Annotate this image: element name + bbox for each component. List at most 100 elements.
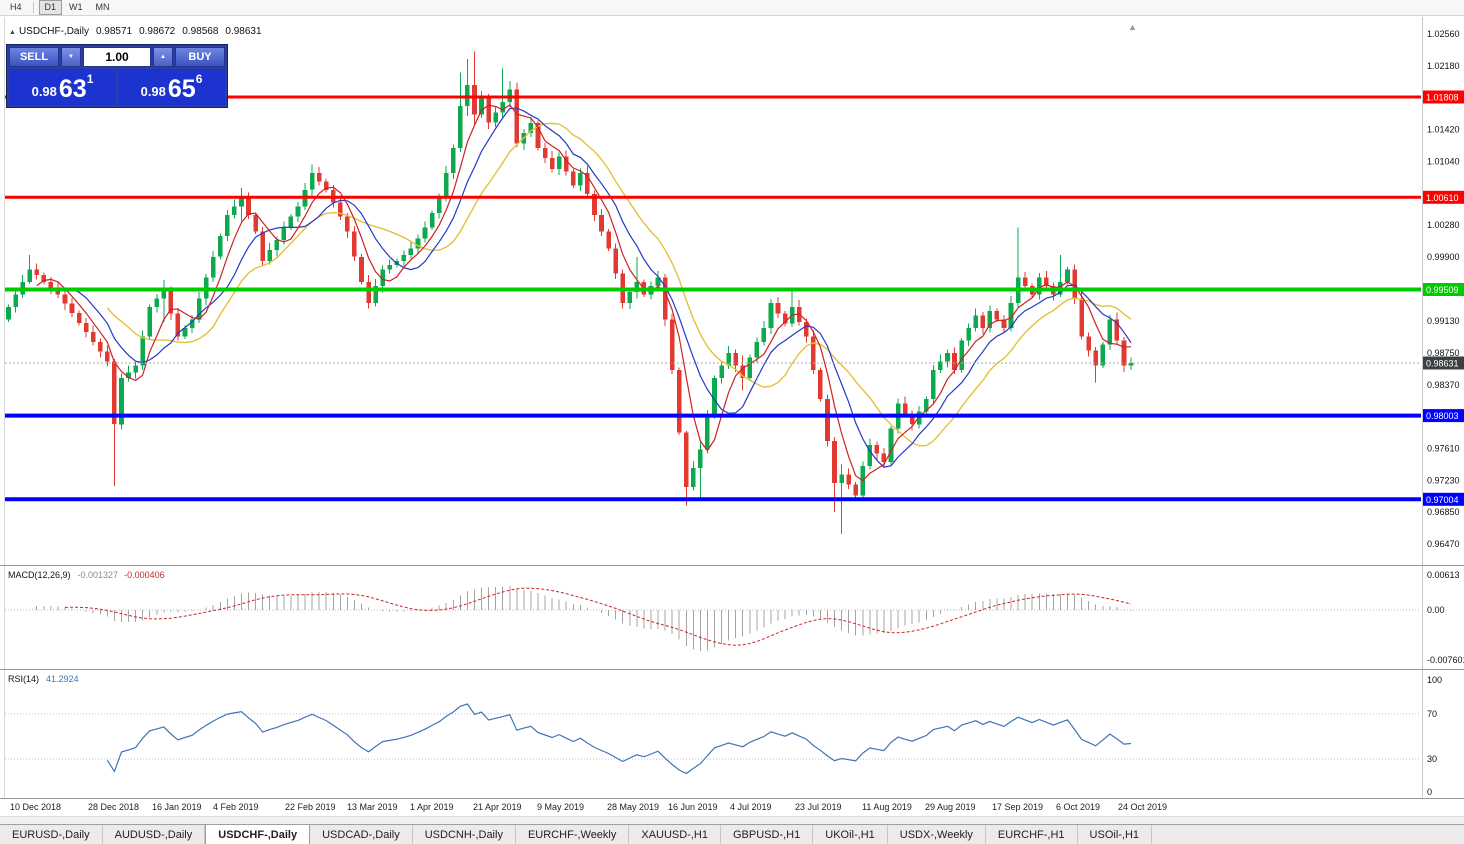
svg-text:0.96850: 0.96850 [1427, 507, 1460, 517]
svg-text:0.98003: 0.98003 [1426, 411, 1459, 421]
rsi-title: RSI(14) [8, 674, 40, 684]
chart-tab-xauusd-h1[interactable]: XAUUSD-,H1 [629, 825, 721, 844]
svg-text:1.01040: 1.01040 [1427, 156, 1460, 166]
sell-button[interactable]: SELL [9, 47, 59, 67]
svg-text:0.99509: 0.99509 [1426, 285, 1459, 295]
chart-symbol-label: USDCHF-,Daily [18, 26, 89, 37]
chart-tab-eurchf-h1[interactable]: EURCHF-,H1 [986, 825, 1078, 844]
volume-decrease-button[interactable]: ▼ [61, 47, 81, 67]
macd-indicator-panel: 0.00613 0.00 -0.0076012 MACD(12,26,9) -0.00… [0, 565, 1464, 669]
macd-main-value: -0.001327 [77, 570, 119, 580]
macd-axis-labels[interactable]: 0.00613 0.00 -0.0076012 [1427, 570, 1464, 665]
rsi-indicator-panel: 100 70 30 0 RSI(14) 41.2924 [0, 669, 1464, 798]
ma-mid-line [64, 107, 1132, 468]
buy-price-display[interactable]: 0.98 65 6 [118, 69, 225, 105]
date-axis-label: 9 May 2019 [537, 802, 585, 812]
macd-histogram [36, 586, 1132, 652]
price-axis-labels[interactable]: 1.02560 1.02180 1.01420 1.01040 1.00280 0.999… [1427, 29, 1460, 549]
ohlc-open-value: 0.98571 [95, 26, 133, 37]
ma-fast-line [36, 103, 1132, 482]
svg-text:0.00: 0.00 [1427, 605, 1445, 615]
date-axis-label: 22 Feb 2019 [285, 802, 336, 812]
sell-price-pips: 63 [58, 75, 87, 103]
date-axis-label: 13 Mar 2019 [347, 802, 398, 812]
date-axis-label: 11 Aug 2019 [862, 802, 912, 812]
svg-text:1.02180: 1.02180 [1427, 61, 1460, 71]
price-tag: 0.98003 [1423, 409, 1464, 423]
chart-tab-audusd-daily[interactable]: AUDUSD-,Daily [103, 825, 206, 844]
one-click-trade-panel: SELL ▼ ▲ BUY 0.98 63 1 0.98 65 6 [6, 44, 228, 108]
macd-label: MACD(12,26,9) -0.001327 -0.000406 [8, 570, 165, 580]
svg-text:0.98370: 0.98370 [1427, 380, 1460, 390]
volume-increase-button[interactable]: ▲ [153, 47, 173, 67]
date-axis-label: 1 Apr 2019 [410, 802, 454, 812]
date-axis-label: 4 Feb 2019 [213, 802, 259, 812]
chart-tab-eurusd-daily[interactable]: EURUSD-,Daily [0, 825, 103, 844]
timeframe-button-mn[interactable]: MN [90, 0, 116, 15]
date-axis-label: 10 Dec 2018 [10, 802, 62, 812]
chart-tab-usoil-h1[interactable]: USOil-,H1 [1078, 825, 1153, 844]
buy-button[interactable]: BUY [175, 47, 225, 67]
svg-text:0.97004: 0.97004 [1426, 495, 1459, 505]
sell-price-display[interactable]: 0.98 63 1 [9, 69, 116, 105]
horizontal-scrollbar[interactable] [0, 816, 1464, 824]
buy-price-prefix: 0.98 [140, 84, 166, 99]
rsi-label: RSI(14) 41.2924 [8, 674, 79, 684]
svg-text:0.97230: 0.97230 [1427, 475, 1460, 485]
timeframe-button-d1[interactable]: D1 [38, 0, 63, 15]
ohlc-low-value: 0.98568 [182, 26, 219, 37]
sell-price-point: 1 [86, 72, 94, 86]
sell-price-prefix: 0.98 [31, 84, 57, 99]
date-axis-label: 16 Jun 2019 [668, 802, 718, 812]
price-chart-canvas[interactable]: ▲ 1.02560 1.02180 1.01420 1.01040 1.00280 0.99… [0, 17, 1464, 565]
macd-signal-value: -0.000406 [124, 570, 165, 580]
macd-canvas[interactable]: 0.00613 0.00 -0.0076012 [0, 566, 1464, 669]
date-axis-label: 23 Jul 2019 [795, 802, 842, 812]
date-axis-label: 28 May 2019 [607, 802, 660, 812]
chevron-up-icon: ▲ [160, 54, 166, 60]
svg-text:0.97610: 0.97610 [1427, 444, 1460, 454]
time-axis[interactable]: 10 Dec 2018 28 Dec 2018 16 Jan 2019 4 Feb 2… [0, 798, 1464, 816]
chart-tab-eurchf-weekly[interactable]: EURCHF-,Weekly [516, 825, 630, 844]
date-axis-label: 29 Aug 2019 [925, 802, 976, 812]
svg-text:70: 70 [1427, 709, 1437, 719]
trade-controls-row: SELL ▼ ▲ BUY [9, 47, 225, 67]
one-click-collapse-icon[interactable]: ▲ [9, 29, 16, 36]
chart-tab-usdchf-daily[interactable]: USDCHF-,Daily [205, 825, 311, 844]
date-axis-label: 24 Oct 2019 [1118, 802, 1168, 812]
timeframe-button-w1[interactable]: W1 [63, 0, 89, 15]
svg-text:0.98750: 0.98750 [1427, 348, 1460, 358]
toolbar-separator [32, 2, 34, 13]
chart-tab-ukoil-h1[interactable]: UKOil-,H1 [813, 825, 888, 844]
svg-text:-0.0076012: -0.0076012 [1427, 655, 1464, 665]
chart-tab-usdcad-daily[interactable]: USDCAD-,Daily [310, 825, 413, 844]
chart-tab-usdx-weekly[interactable]: USDX-,Weekly [888, 825, 986, 844]
price-tag: 1.00610 [1423, 190, 1464, 204]
timeframe-button-h4[interactable]: H4 [4, 0, 28, 15]
buy-price-pips: 65 [167, 75, 196, 103]
svg-text:1.02560: 1.02560 [1427, 29, 1460, 39]
volume-input[interactable] [82, 47, 152, 67]
ohlc-high-value: 0.98672 [139, 26, 176, 37]
chart-tab-bar: EURUSD-,Daily AUDUSD-,Daily USDCHF-,Daily U… [0, 824, 1464, 844]
chart-shift-marker-icon: ▲ [1128, 22, 1137, 32]
rsi-axis-labels[interactable]: 100 70 30 0 [1427, 675, 1442, 797]
macd-title: MACD(12,26,9) [8, 570, 71, 580]
svg-text:100: 100 [1427, 675, 1442, 685]
chart-tab-usdcnh-daily[interactable]: USDCNH-,Daily [413, 825, 516, 844]
svg-text:0: 0 [1427, 787, 1432, 797]
svg-text:1.01808: 1.01808 [1426, 93, 1459, 103]
svg-text:0.00613: 0.00613 [1427, 570, 1460, 580]
svg-text:0.98631: 0.98631 [1426, 359, 1459, 369]
rsi-canvas[interactable]: 100 70 30 0 [0, 670, 1464, 798]
date-axis-label: 16 Jan 2019 [152, 802, 202, 812]
svg-text:1.00610: 1.00610 [1426, 193, 1459, 203]
buy-price-point: 6 [195, 72, 203, 86]
svg-text:0.99900: 0.99900 [1427, 252, 1460, 262]
chart-tab-gbpusd-h1[interactable]: GBPUSD-,H1 [721, 825, 814, 844]
svg-text:0.99130: 0.99130 [1427, 316, 1460, 326]
rsi-value: 41.2924 [46, 674, 79, 684]
rsi-line [106, 703, 1132, 775]
timeframe-toolbar: H4 D1 W1 MN [0, 0, 1464, 16]
chevron-down-icon: ▼ [68, 54, 74, 60]
